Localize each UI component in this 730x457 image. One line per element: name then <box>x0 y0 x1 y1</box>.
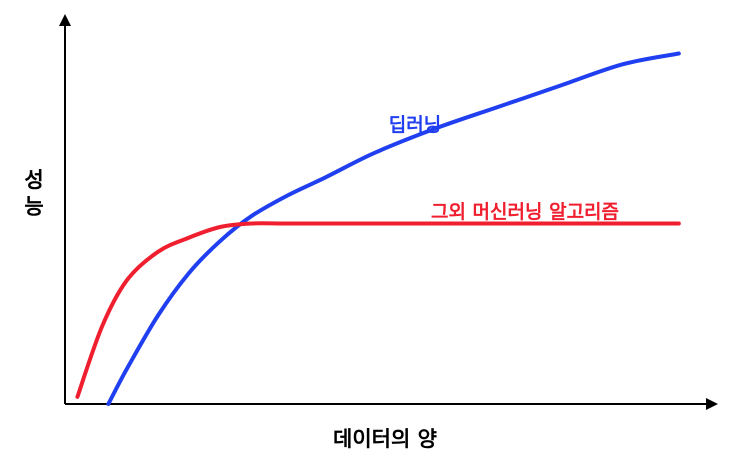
x-axis-title: 데이터의 양 <box>333 427 437 451</box>
series-line-1 <box>106 51 681 406</box>
series-label-1: 딥러닝 <box>389 114 441 136</box>
series-label-2: 그외 머신러닝 알고리즘 <box>431 201 619 223</box>
series-layer <box>75 51 681 406</box>
series-line-2 <box>75 221 681 399</box>
